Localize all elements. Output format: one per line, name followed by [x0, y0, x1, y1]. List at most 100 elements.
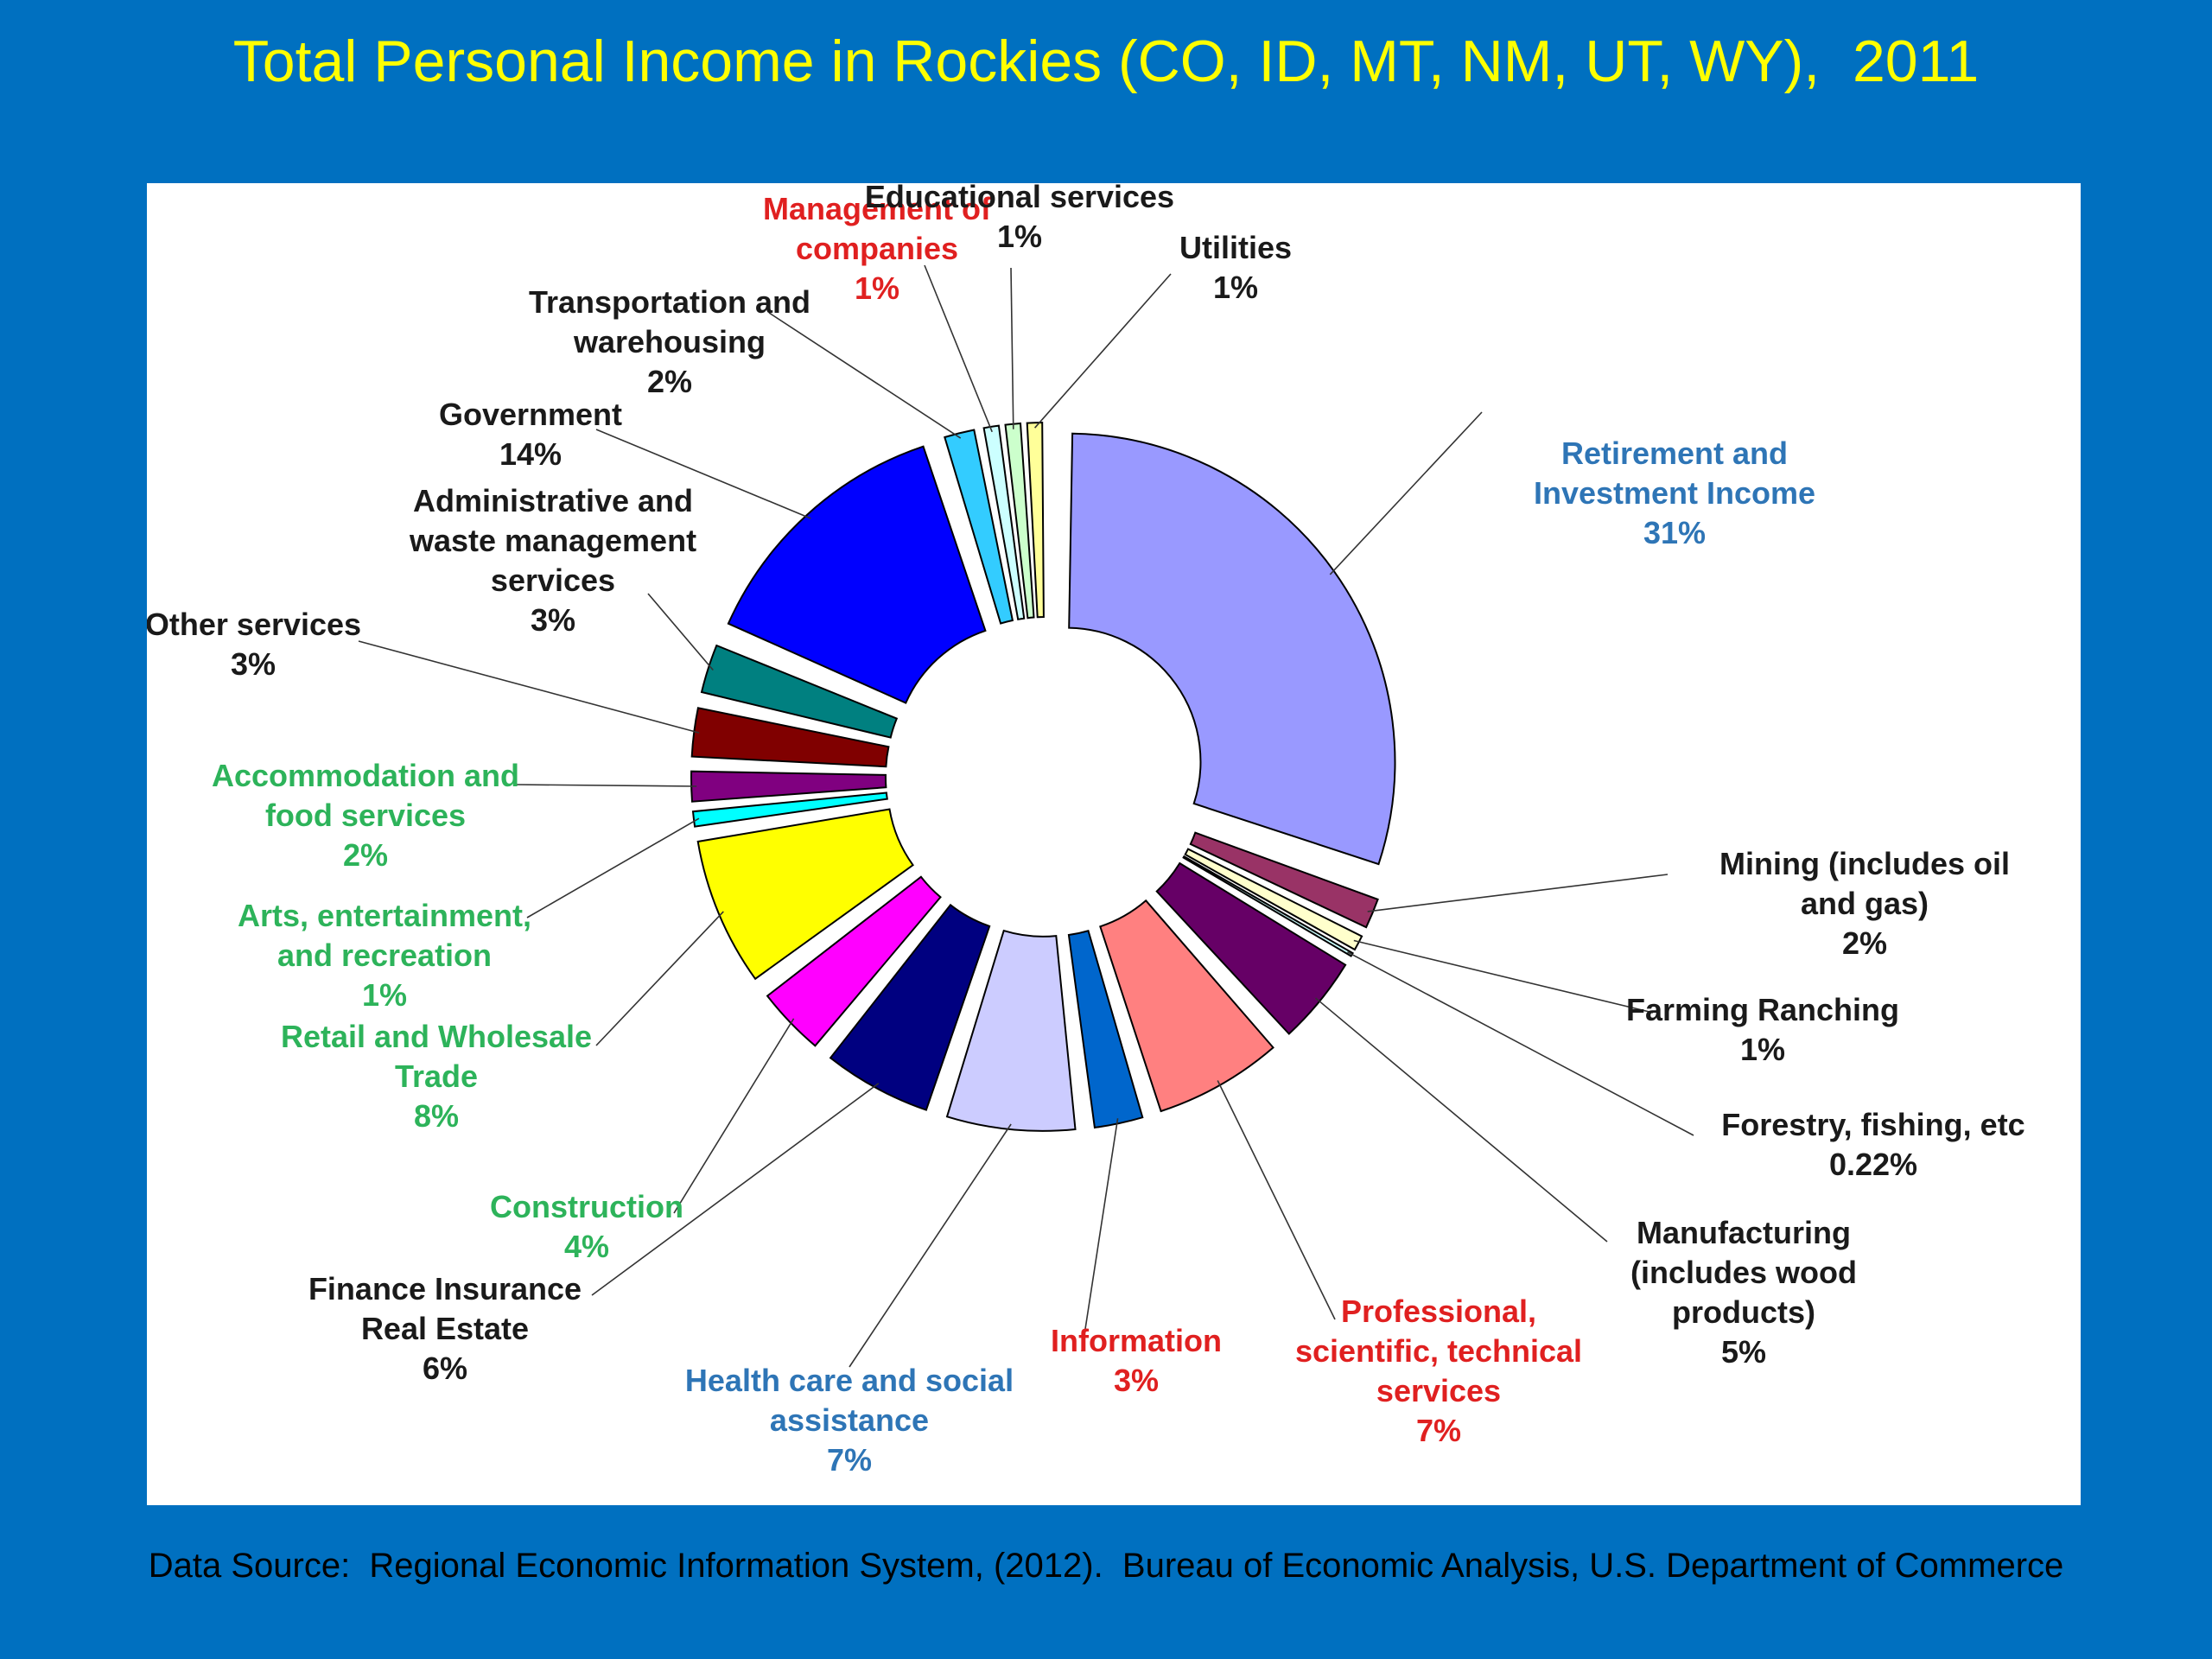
- slice-label-line: and gas): [1801, 886, 1929, 921]
- slice-label: Utilities 1%: [1179, 230, 1292, 305]
- slice-label-line: Transportation and: [529, 284, 810, 320]
- slice-label-line: Construction: [490, 1189, 683, 1224]
- pie-slice: [829, 903, 991, 1111]
- leader-line: [1034, 273, 1172, 429]
- slice-label-line: Educational services: [865, 183, 1174, 214]
- leader-line: [647, 593, 714, 671]
- slice-label-line: companies: [796, 231, 958, 266]
- pie-slice: [1189, 831, 1379, 929]
- pie-slice: [1099, 899, 1274, 1113]
- slice-label-line: services: [1376, 1373, 1501, 1408]
- pie-slice: [982, 424, 1026, 620]
- pie-slice: [700, 644, 899, 739]
- pie-slice: [945, 929, 1077, 1132]
- slice-label-line: Arts, entertainment,: [238, 898, 531, 933]
- pie-slice: [696, 808, 914, 981]
- slice-label: Farming Ranching 1%: [1626, 992, 1899, 1067]
- slice-value: 3%: [531, 602, 575, 638]
- slice-label-line: Utilities: [1179, 230, 1292, 265]
- leader-line: [1314, 997, 1608, 1243]
- leader-line: [1081, 1118, 1119, 1352]
- slice-label: Construction 4%: [490, 1189, 683, 1264]
- leader-line: [924, 264, 993, 433]
- slice-label-line: food services: [265, 798, 466, 833]
- slice-label: Arts, entertainment, and recreation 1%: [238, 898, 531, 1013]
- slice-value: 8%: [414, 1098, 459, 1134]
- leader-line: [1367, 874, 1669, 912]
- pie-slice: [766, 875, 942, 1047]
- slice-value: 31%: [1643, 515, 1706, 550]
- leader-line: [673, 1018, 795, 1214]
- slice-value: 7%: [1416, 1413, 1461, 1448]
- leader-line: [849, 1123, 1012, 1368]
- slice-label-line: assistance: [770, 1402, 929, 1438]
- slice-value: 6%: [423, 1351, 467, 1386]
- slice-value: 1%: [1740, 1032, 1785, 1067]
- slice-label: Other services 3%: [147, 607, 361, 682]
- data-source-note: Data Source: Regional Economic Informati…: [148, 1547, 2064, 1585]
- slice-value: 0.22%: [1829, 1147, 1917, 1182]
- slice-label: Finance Insurance Real Estate 6%: [308, 1271, 582, 1386]
- pie-slice: [1004, 422, 1035, 620]
- slice-label-line: products): [1672, 1294, 1815, 1330]
- leader-line: [768, 312, 962, 439]
- slide-title: Total Personal Income in Rockies (CO, ID…: [232, 29, 1980, 94]
- slice-label-line: Other services: [147, 607, 361, 642]
- pie-slice: [690, 707, 890, 768]
- slice-label-line: Forestry, fishing, etc: [1721, 1107, 2024, 1142]
- slice-value: 2%: [1842, 925, 1887, 961]
- leader-line: [526, 817, 700, 918]
- slice-value: 1%: [362, 977, 407, 1013]
- slice-label-line: waste management: [409, 523, 696, 558]
- leader-line: [1347, 951, 1694, 1136]
- leader-line: [1353, 939, 1654, 1014]
- leader-line: [358, 640, 700, 734]
- slice-label: Professional, scientific, technical servic…: [1295, 1294, 1582, 1448]
- slice-value: 2%: [647, 364, 692, 399]
- slice-label: Management of companies 1%: [763, 191, 992, 306]
- slice-value: 5%: [1721, 1334, 1766, 1370]
- pie-slice: [1067, 929, 1144, 1129]
- slice-label-line: Health care and social: [685, 1363, 1014, 1398]
- slice-label-line: Finance Insurance: [308, 1271, 582, 1306]
- pie-slice: [1184, 848, 1363, 951]
- chart-panel: Retirement and Investment Income 31% Mining…: [147, 183, 2081, 1505]
- slice-label: Educational services 1%: [865, 183, 1174, 254]
- slice-label-line: Real Estate: [361, 1311, 529, 1346]
- slice-label-line: Investment Income: [1534, 475, 1815, 511]
- pie-slice: [1026, 421, 1045, 619]
- slice-label: Accommodation and food services 2%: [212, 758, 519, 873]
- leader-line: [1010, 267, 1014, 429]
- slice-value: 4%: [564, 1229, 609, 1264]
- slice-label: Government 14%: [439, 397, 622, 472]
- leader-line: [513, 784, 697, 787]
- slice-label-line: Manufacturing: [1637, 1215, 1851, 1250]
- slice-label-line: and recreation: [277, 938, 492, 973]
- slice-label: Transportation and warehousing 2%: [529, 284, 810, 399]
- slice-label-line: Accommodation and: [212, 758, 519, 793]
- leader-line: [1217, 1080, 1336, 1320]
- slice-value: 14%: [499, 436, 562, 472]
- slice-label-line: Information: [1051, 1323, 1222, 1358]
- pie-slice: [727, 445, 987, 704]
- slice-label: Health care and social assistance 7%: [685, 1363, 1014, 1478]
- leader-line: [1329, 411, 1483, 575]
- slice-value: 1%: [855, 270, 899, 306]
- leader-line: [595, 911, 724, 1046]
- slice-value: 1%: [997, 219, 1042, 254]
- slice-value: 3%: [231, 646, 276, 682]
- slice-label-line: Farming Ranching: [1626, 992, 1899, 1027]
- slice-value: 3%: [1114, 1363, 1159, 1398]
- slice-value: 7%: [827, 1442, 872, 1478]
- slice-value: 2%: [343, 837, 388, 873]
- leader-line: [591, 1083, 880, 1296]
- slice-label-line: Government: [439, 397, 622, 432]
- slice-value: 1%: [1213, 270, 1258, 305]
- pie-slice: [1155, 861, 1347, 1035]
- slice-label: Manufacturing (includes wood products) 5%: [1630, 1215, 1857, 1370]
- slice-label-line: Management of: [763, 191, 992, 226]
- slice-label-line: scientific, technical: [1295, 1333, 1582, 1369]
- slice-label: Forestry, fishing, etc 0.22%: [1721, 1107, 2024, 1182]
- pie-slice: [690, 770, 887, 803]
- slice-label: Administrative and waste management servic…: [409, 483, 696, 638]
